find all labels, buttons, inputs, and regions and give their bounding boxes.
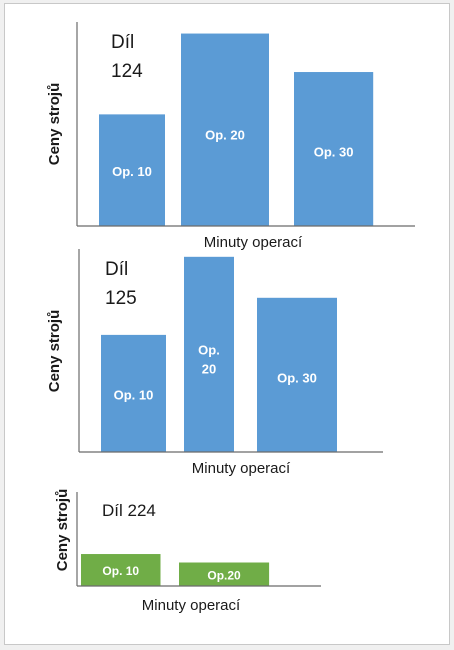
- y-axis-label: Ceny strojů: [46, 83, 63, 166]
- bar-label: Op.: [198, 343, 220, 358]
- x-axis-label: Minuty operací: [142, 597, 241, 614]
- bar-op-20: [181, 33, 269, 226]
- bar-op-30: [294, 72, 374, 226]
- chart-1: Op. 10 Op. 20 Op. 30 Díl 124 Minuty operací Ce…: [46, 22, 415, 251]
- bar-op-30: [257, 297, 337, 452]
- bar-label: Op. 10: [114, 387, 154, 402]
- chart-2: Op. 10 Op. 20 Op. 30 Díl 125 Minuty operací Cen…: [46, 249, 383, 477]
- y-axis-label: Ceny strojů: [46, 310, 63, 393]
- bar-charts-figure: Op. 10 Op. 20 Op. 30 Díl 124 Minuty operací Ce…: [46, 22, 415, 614]
- bar-op-20: [179, 562, 270, 586]
- y-axis-label: Ceny strojů: [54, 489, 71, 572]
- bar-op-10: [99, 114, 165, 226]
- bar-label: Op. 30: [314, 145, 354, 160]
- chart-title: 124: [111, 61, 143, 82]
- chart-title: Díl: [111, 32, 134, 53]
- x-axis-label: Minuty operací: [192, 460, 291, 477]
- chart-title: Díl 224: [102, 501, 156, 520]
- bar-label: 20: [202, 362, 216, 377]
- bar-op-10: [101, 334, 166, 452]
- bar-label: Op. 10: [112, 164, 152, 179]
- bar-label: Op.20: [207, 568, 241, 582]
- chart-3: Op. 10 Op.20 Díl 224 Minuty operací Ceny str…: [54, 489, 321, 614]
- bar-label: Op. 10: [102, 564, 139, 578]
- x-axis-label: Minuty operací: [204, 234, 303, 251]
- chart-title: Díl: [105, 259, 128, 280]
- bar-label: Op. 30: [277, 371, 317, 386]
- bar-label: Op. 20: [205, 127, 245, 142]
- bar-op-20: [184, 256, 234, 452]
- figure-frame: Op. 10 Op. 20 Op. 30 Díl 124 Minuty operací Ce…: [4, 3, 450, 645]
- chart-title: 125: [105, 288, 137, 309]
- bar-op-10: [81, 554, 161, 586]
